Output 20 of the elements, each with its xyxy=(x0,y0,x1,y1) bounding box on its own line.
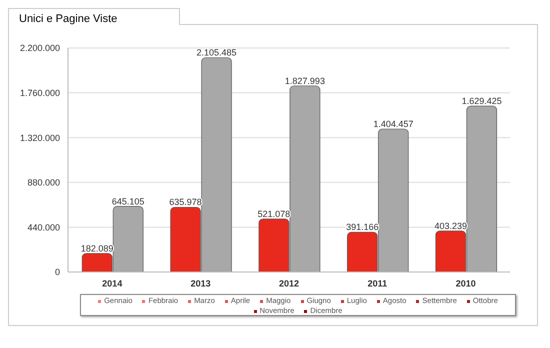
chart-title: Unici e Pagine Viste xyxy=(8,8,180,25)
y-tick-label: 1.760.000 xyxy=(20,88,60,98)
data-label: 403.239 xyxy=(434,220,468,231)
y-tick-label: 440.000 xyxy=(27,222,60,232)
data-label: 182.089 xyxy=(80,243,114,254)
data-label: 1.827.993 xyxy=(284,76,325,86)
data-label: 645.105 xyxy=(112,196,144,206)
y-tick-label: 2.200.000 xyxy=(20,43,60,54)
x-tick-label: 2014 xyxy=(102,278,122,288)
data-label: 1.404.457 xyxy=(373,119,414,129)
data-label: 2.105.485 xyxy=(196,48,237,58)
y-tick-label: 1.320.000 xyxy=(20,132,60,143)
data-label: 635.978 xyxy=(169,197,202,208)
x-tick-label: 2012 xyxy=(278,278,300,288)
x-tick-label: 2013 xyxy=(190,278,211,288)
x-tick-label: 2011 xyxy=(368,278,388,288)
data-label: 1.629.425 xyxy=(462,96,502,106)
y-tick-label: 0 xyxy=(54,267,60,278)
y-tick-label: 880.000 xyxy=(27,178,60,188)
x-tick-label: 2010 xyxy=(456,278,476,288)
